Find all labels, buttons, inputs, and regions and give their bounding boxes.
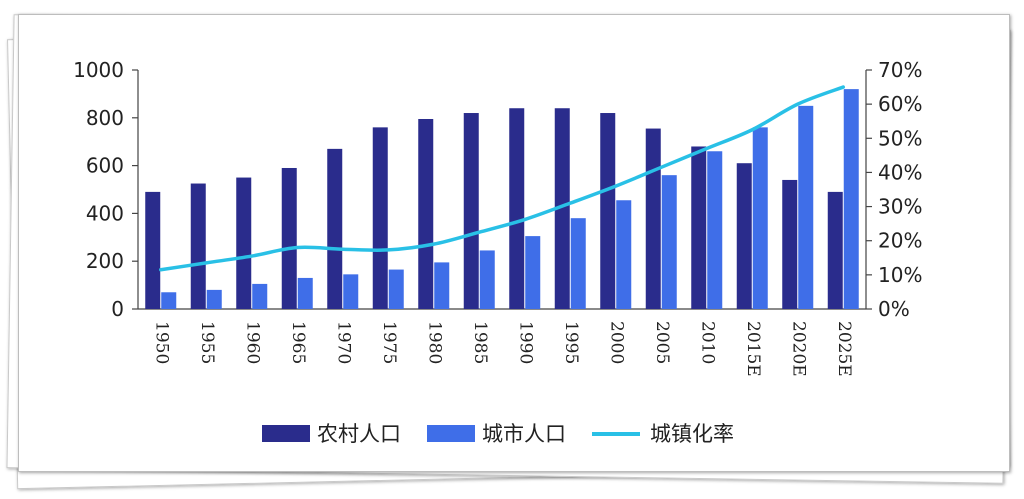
bar-rural — [145, 191, 161, 309]
right-tick-label: 30% — [878, 195, 922, 219]
bar-urban — [479, 250, 495, 309]
bar-rural — [645, 128, 661, 309]
bar-urban — [343, 274, 359, 309]
bar-urban — [525, 236, 541, 309]
right-tick-label: 40% — [878, 160, 922, 184]
bar-urban — [434, 262, 450, 309]
left-tick-label: 600 — [86, 154, 124, 178]
x-tick-label: 2015E — [743, 321, 763, 377]
bar-urban — [752, 127, 768, 309]
bar-urban — [297, 277, 313, 309]
x-tick-label: 1985 — [470, 321, 490, 364]
legend-swatch-urban — [427, 425, 475, 442]
left-tick-label: 800 — [86, 106, 124, 130]
bar-rural — [509, 108, 525, 310]
bar-rural — [782, 179, 798, 309]
left-tick-label: 400 — [86, 201, 124, 225]
bar-urban — [798, 105, 814, 309]
x-tick-label: 1995 — [561, 321, 581, 364]
x-tick-label: 1960 — [242, 321, 262, 364]
left-tick-label: 0 — [111, 297, 124, 321]
bar-rural — [827, 191, 843, 309]
x-tick-label: 2025E — [834, 321, 854, 377]
bar-urban — [843, 89, 859, 310]
bar-urban — [661, 175, 677, 309]
left-tick-label: 1000 — [73, 58, 124, 82]
x-tick-label: 1965 — [288, 321, 308, 364]
legend-label-rate: 城镇化率 — [650, 422, 734, 446]
legend-label-rural: 农村人口 — [317, 422, 401, 446]
line-urbanization-rate — [159, 85, 845, 272]
bar-rural — [236, 177, 252, 309]
legend-label-urban: 城市人口 — [482, 422, 566, 446]
x-tick-label: 2020E — [788, 321, 808, 377]
right-tick-label: 60% — [878, 92, 922, 116]
bar-rural — [190, 183, 206, 309]
bar-rural — [372, 127, 388, 309]
bar-rural — [691, 146, 707, 309]
bar-rural — [554, 108, 570, 310]
bar-rural — [281, 167, 297, 309]
bar-rural — [327, 148, 343, 309]
right-tick-label: 10% — [878, 263, 922, 287]
bar-urban — [707, 151, 723, 309]
left-tick-label: 200 — [86, 249, 124, 273]
right-tick-label: 70% — [878, 58, 922, 82]
right-tick-label: 50% — [878, 126, 922, 150]
bar-rural — [600, 113, 616, 310]
bar-rural — [736, 163, 752, 309]
right-tick-label: 0% — [878, 297, 910, 321]
plot-area: 0 200 400 600 800 1000 0% 10% 20% 30% 40% 50% 60% 70%… — [73, 58, 922, 377]
legend: 农村人口 城市人口 城镇化率 — [262, 422, 734, 446]
right-tick-label: 20% — [878, 229, 922, 253]
x-tick-label: 1990 — [515, 321, 535, 364]
bar-urban — [161, 292, 177, 309]
bar-urban — [252, 283, 268, 309]
x-tick-label: 2005 — [652, 321, 672, 364]
bar-urban — [206, 289, 222, 309]
bar-urban — [616, 200, 632, 309]
bar-rural — [463, 113, 479, 310]
x-tick-label: 1975 — [379, 321, 399, 364]
x-tick-label: 1955 — [197, 321, 217, 364]
x-tick-label: 1970 — [333, 321, 353, 364]
bar-urban — [570, 218, 586, 309]
legend-swatch-rural — [262, 425, 310, 442]
x-tick-label: 1980 — [424, 321, 444, 364]
x-tick-label: 2000 — [606, 321, 626, 364]
bar-rural — [418, 118, 434, 310]
x-tick-label: 2010 — [697, 321, 717, 364]
x-tick-label: 1950 — [151, 321, 171, 364]
bar-urban — [388, 269, 404, 309]
